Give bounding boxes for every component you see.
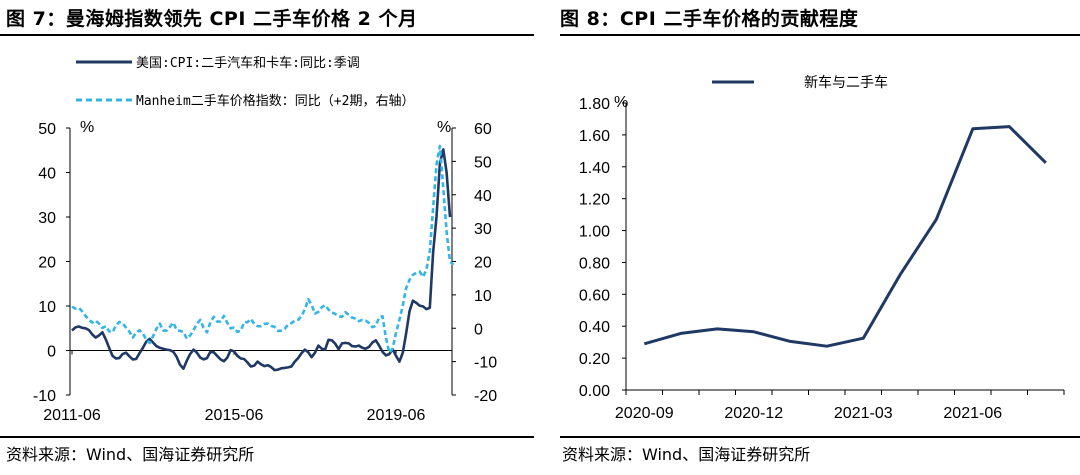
cpi-used-cars-line [71, 148, 452, 372]
left-y-tick-label: 0 [47, 344, 56, 361]
figure-7-title: 图 7：曼海姆指数领先 CPI 二手车价格 2 个月 [6, 8, 418, 30]
left-y-tick-label: -10 [33, 388, 56, 405]
figure-8-title-rule [560, 34, 1080, 36]
right-y-tick-label: 0 [474, 321, 483, 338]
x-tick-label: 2020-12 [724, 405, 783, 422]
right-y-tick-label: 50 [474, 154, 492, 171]
x-tick-label: 2015-06 [205, 407, 264, 424]
y-axis-unit: % [614, 94, 628, 111]
x-tick-label: 2019-06 [367, 407, 426, 424]
figure-7-panel: 图 7：曼海姆指数领先 CPI 二手车价格 2 个月 美国:CPI:二手汽车和卡… [0, 8, 534, 464]
right-y-tick-label: -20 [474, 388, 497, 405]
legend-label-1: Manheim二手车价格指数：同比（+2期，右轴） [136, 93, 414, 109]
figure-7-source-rule [0, 436, 534, 438]
left-y-tick-label: 30 [38, 210, 56, 227]
right-axis-unit: % [437, 119, 451, 136]
figure-7-source: 资料来源：Wind、国海证券研究所 [6, 445, 255, 464]
figure-8-chart: 新车与二手车 1.80 1.60 1.40 1.20 1.00 0.80 0.60 0.40 0.… [579, 74, 1065, 422]
left-y-tick-label: 50 [38, 121, 56, 138]
y-tick-label: 1.00 [579, 224, 610, 241]
y-tick-label: 0.40 [579, 319, 610, 336]
x-tick-label: 2021-06 [943, 405, 1002, 422]
y-tick-label: 0.20 [579, 351, 610, 368]
figure-8-panel: 图 8：CPI 二手车价格的贡献程度 新车与二手车 1.80 1.60 1.40 1.2… [556, 0, 1080, 475]
x-tick-label: 2011-06 [43, 407, 101, 424]
figure-8-source: 资料来源：Wind、国海证券研究所 [562, 445, 811, 464]
y-tick-label: 1.40 [579, 160, 610, 177]
figure-7-legend: 美国:CPI:二手汽车和卡车:同比:季调 Manheim二手车价格指数：同比（+2… [76, 55, 414, 109]
y-tick-label: 1.20 [579, 192, 610, 209]
y-tick-label: 0.00 [579, 383, 610, 400]
y-tick-label: 0.60 [579, 287, 610, 304]
manheim-index-line [71, 144, 455, 354]
x-tick-label: 2020-09 [615, 405, 674, 422]
left-y-tick-label: 10 [38, 299, 56, 316]
y-tick-label: 0.80 [579, 255, 610, 272]
left-axis-unit: % [80, 119, 94, 136]
right-y-tick-label: -10 [474, 355, 497, 372]
y-tick-label: 1.60 [579, 128, 610, 145]
figure-8-title: 图 8：CPI 二手车价格的贡献程度 [560, 8, 859, 30]
figure-7-title-rule [0, 34, 534, 36]
right-y-tick-label: 10 [474, 288, 492, 305]
figure-8-source-rule [560, 436, 1080, 438]
right-y-tick-label: 60 [474, 121, 492, 138]
left-y-tick-label: 40 [38, 166, 56, 183]
right-y-tick-label: 30 [474, 221, 492, 238]
new-and-used-cars-line [643, 125, 1047, 348]
right-y-tick-label: 40 [474, 188, 492, 205]
figure-8-legend-label: 新车与二手车 [804, 74, 888, 91]
legend-label-0: 美国:CPI:二手汽车和卡车:同比:季调 [136, 55, 360, 71]
right-y-tick-label: 20 [474, 255, 492, 272]
figure-7-chart: 美国:CPI:二手汽车和卡车:同比:季调 Manheim二手车价格指数：同比（+2… [33, 55, 497, 424]
y-tick-label: 1.80 [579, 96, 610, 113]
x-tick-label: 2021-03 [834, 405, 893, 422]
left-y-tick-label: 20 [38, 255, 56, 272]
